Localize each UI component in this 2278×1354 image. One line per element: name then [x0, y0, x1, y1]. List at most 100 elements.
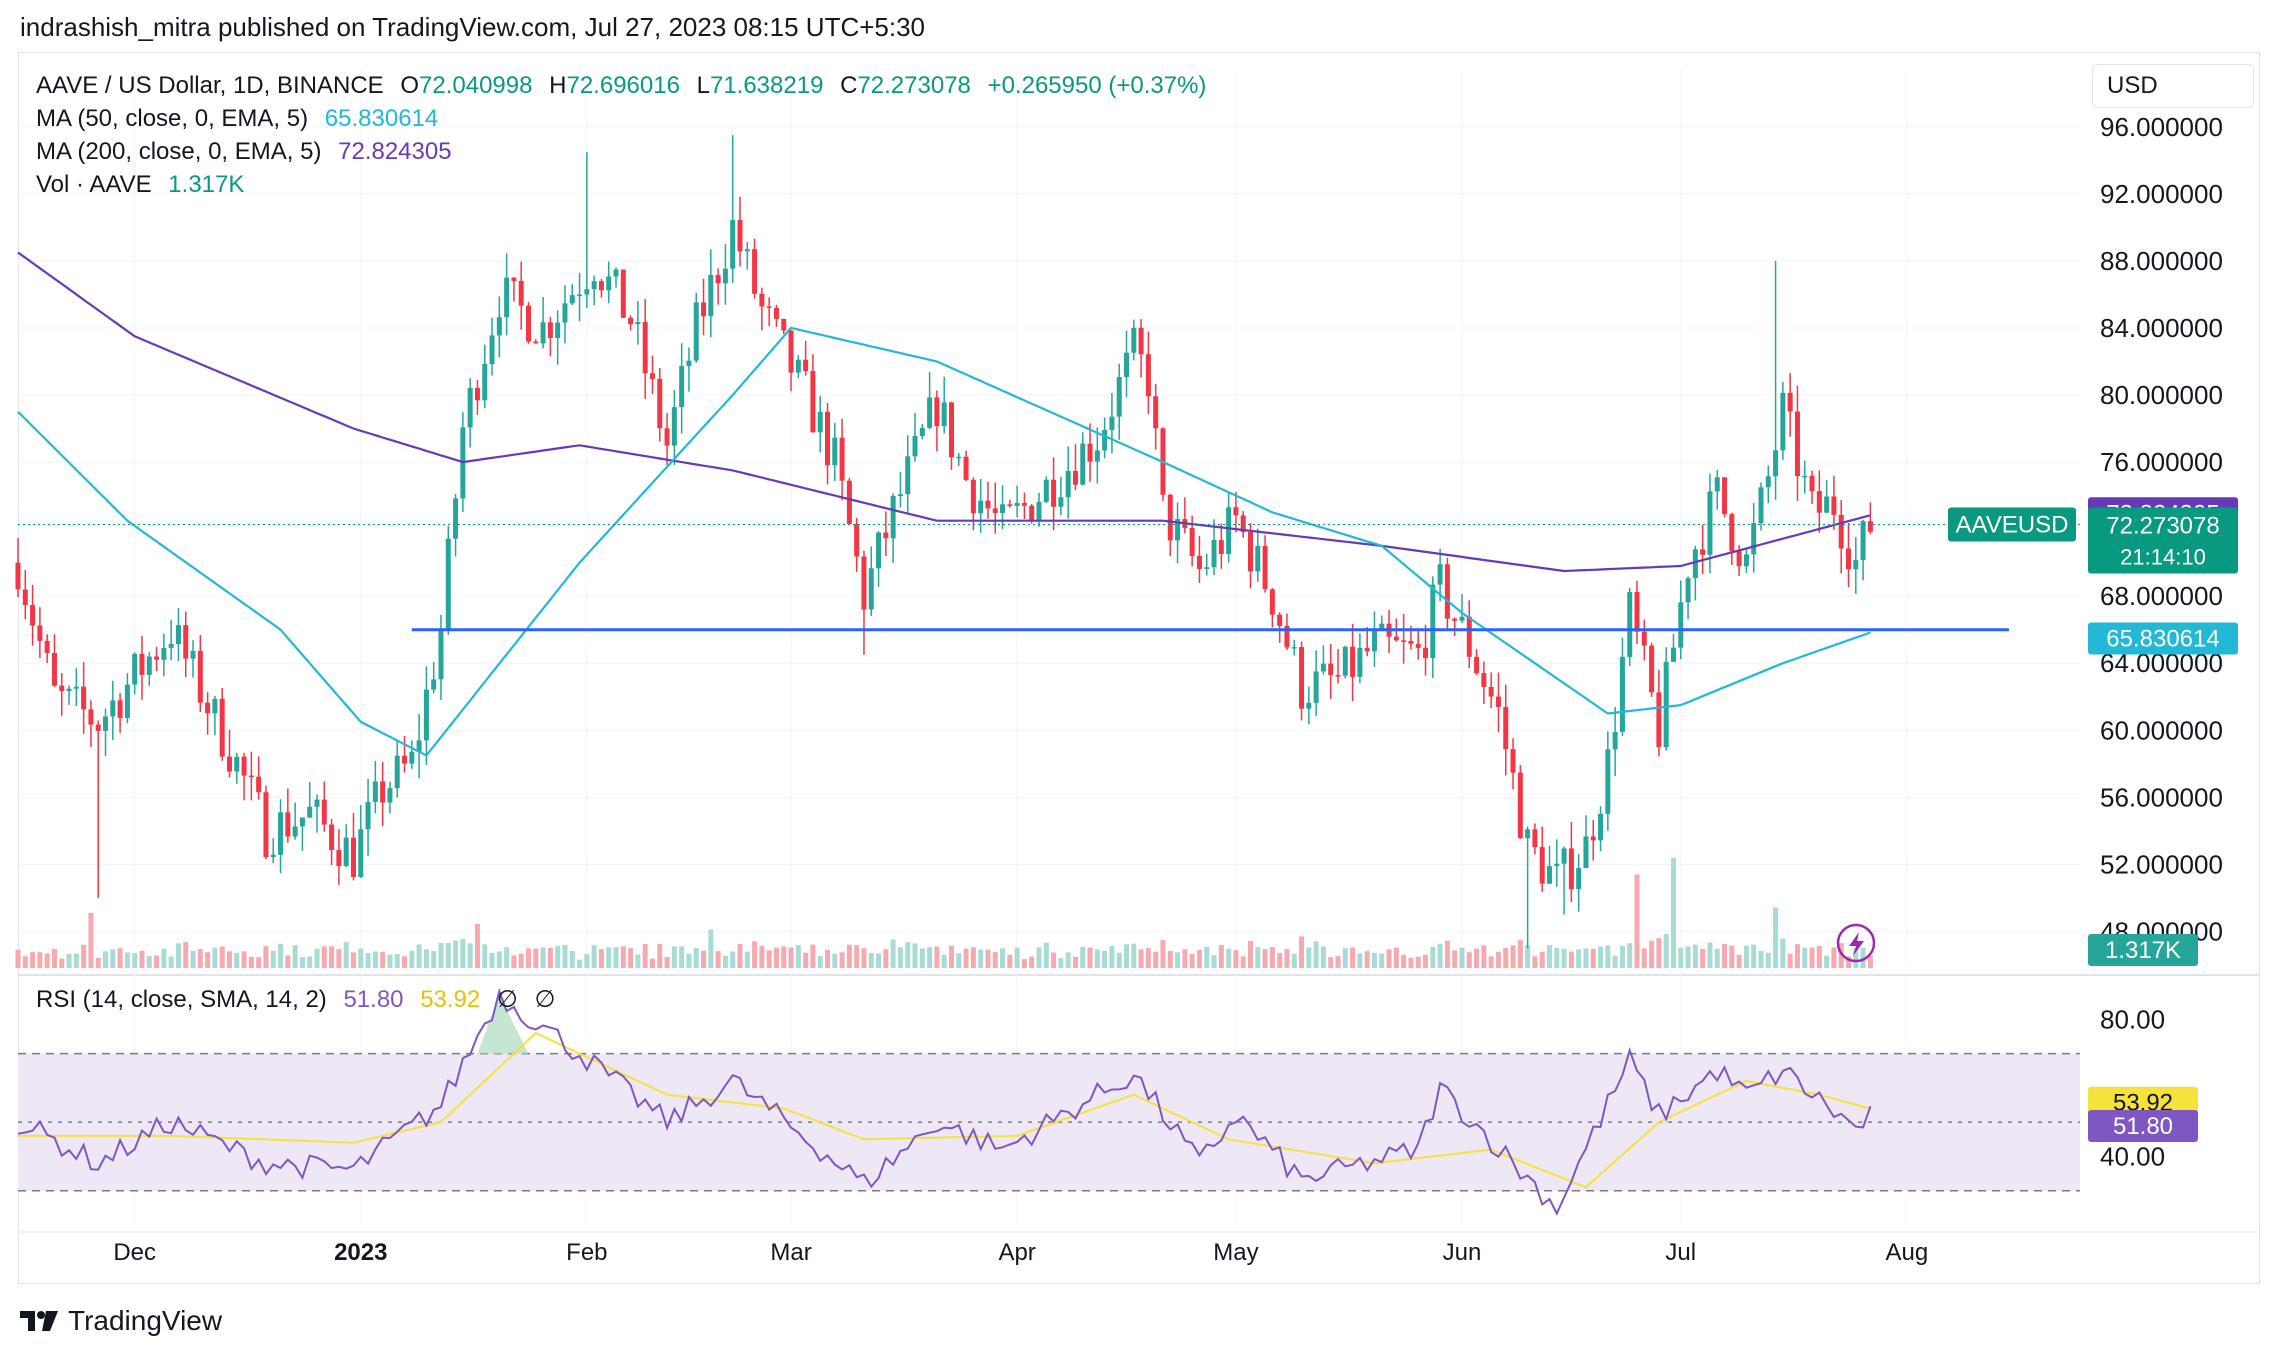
volume-bar — [1116, 952, 1122, 968]
volume-bar — [44, 953, 50, 968]
volume-bar — [168, 956, 174, 968]
candle-body — [1306, 702, 1312, 709]
candle-body — [183, 625, 189, 659]
currency-button[interactable]: USD — [2092, 64, 2254, 108]
volume-bar — [562, 944, 568, 968]
candle-body — [927, 397, 933, 428]
volume-bar — [1853, 948, 1859, 968]
volume-bar — [124, 952, 130, 968]
volume-bar — [547, 947, 553, 968]
candle-body — [1517, 772, 1523, 839]
volume-bar — [664, 956, 670, 968]
candle-body — [1867, 521, 1873, 532]
candle-body — [51, 652, 57, 686]
candle-body — [1452, 618, 1458, 621]
candle-body — [292, 826, 298, 837]
lightning-icon-circle — [1836, 923, 1876, 963]
candle-body — [562, 303, 568, 323]
candle-body — [1313, 671, 1319, 703]
volume-bar — [861, 948, 867, 968]
volume-bar — [927, 947, 933, 968]
volume-bar — [1612, 955, 1618, 968]
volume-bar — [314, 948, 320, 968]
candle-body — [803, 359, 809, 372]
candle-body — [518, 280, 524, 306]
volume-bar — [329, 946, 335, 968]
candle-body — [154, 656, 160, 660]
volume-bar — [1379, 953, 1385, 968]
volume-bar — [773, 947, 779, 968]
candle-body — [526, 305, 531, 342]
volume-bar — [781, 946, 787, 968]
tradingview-logo[interactable]: TradingView — [20, 1305, 222, 1337]
volume-bar — [1583, 948, 1589, 968]
candle-body — [861, 556, 867, 610]
volume-bar — [1393, 947, 1399, 968]
candle-body — [1007, 504, 1013, 506]
candle-body — [788, 330, 794, 373]
volume-bar — [1780, 938, 1786, 968]
candle-body — [1627, 592, 1633, 657]
volume-bar — [1014, 947, 1020, 968]
volume-bar — [941, 954, 947, 968]
candle-body — [263, 792, 269, 858]
volume-legend: Vol · AAVE 1.317K — [36, 171, 244, 199]
volume-bar — [598, 949, 604, 968]
candle-body — [1605, 749, 1611, 814]
time-tick-label: Jul — [1665, 1239, 1696, 1266]
candle-body — [1824, 496, 1830, 513]
volume-bar — [1525, 945, 1531, 968]
candle-body — [1124, 352, 1130, 378]
candle-body — [453, 498, 459, 539]
candle-body — [825, 411, 831, 466]
tradingview-brand: TradingView — [68, 1305, 223, 1336]
price-tick-label: 56.000000 — [2100, 782, 2223, 812]
volume-bar — [620, 946, 626, 968]
volume-bar — [679, 946, 685, 968]
candle-body — [948, 402, 954, 458]
volume-bar — [336, 949, 342, 968]
volume-bar — [1809, 947, 1815, 968]
volume-bar — [1415, 956, 1421, 968]
candle-body — [1474, 656, 1480, 674]
ohlc-close: 72.273078 — [857, 72, 971, 99]
candle-body — [846, 480, 852, 524]
candle-body — [1036, 502, 1042, 522]
candle-body — [1328, 663, 1334, 676]
volume-bar — [810, 944, 816, 968]
ohlc-low-label: L — [696, 72, 710, 99]
volume-bar — [825, 949, 831, 968]
volume-bar — [139, 950, 145, 968]
volume-bar — [197, 949, 203, 968]
rsi-sma-value: 53.92 — [420, 986, 481, 1013]
candle-body — [44, 640, 50, 653]
ma50-legend: MA (50, close, 0, EMA, 5) 65.830614 — [36, 105, 438, 133]
volume-bar — [409, 950, 415, 968]
candle-body — [744, 249, 750, 252]
volume-bar — [540, 947, 546, 968]
volume-bar — [1408, 957, 1414, 968]
volume-bar — [1576, 949, 1582, 968]
volume-bar — [117, 948, 123, 968]
volume-bar — [1204, 946, 1210, 968]
volume-bar — [504, 947, 510, 968]
volume-bar — [846, 944, 852, 968]
candle-body — [1576, 868, 1582, 890]
volume-bar — [1262, 949, 1268, 968]
volume-bar — [1758, 951, 1764, 968]
candle-body — [248, 775, 254, 778]
candle-body — [1000, 504, 1006, 513]
candle-body — [474, 387, 480, 401]
candle-body — [66, 688, 72, 692]
volume-bar — [1065, 952, 1071, 968]
candle-body — [1051, 479, 1057, 507]
candle-body — [321, 799, 327, 825]
volume-bar — [1357, 953, 1363, 968]
candle-body — [380, 781, 386, 803]
volume-bar — [1167, 950, 1173, 968]
volume-bar — [1831, 947, 1837, 968]
candle-body — [1131, 327, 1137, 353]
candle-body — [1320, 663, 1326, 672]
volume-bar — [701, 950, 707, 968]
